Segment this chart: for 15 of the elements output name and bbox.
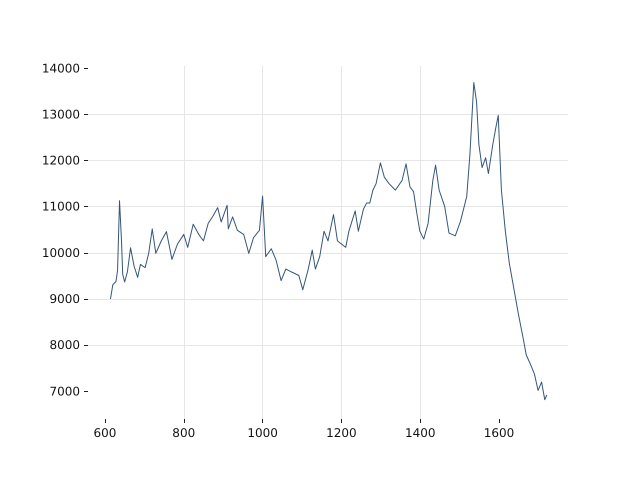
- x-tick-label: 600: [93, 426, 116, 440]
- y-tick-label: 13000: [42, 107, 80, 122]
- line-series: [110, 82, 548, 400]
- y-tick-label: 12000: [42, 154, 80, 168]
- y-tick-label: 14000: [42, 61, 80, 76]
- x-tick-label: 800: [172, 426, 196, 440]
- x-tick-label: 1200: [326, 426, 357, 440]
- y-tick-label: 11000: [42, 200, 80, 214]
- y-tick-label: 7000: [49, 384, 80, 398]
- y-tick-label: 9000: [49, 292, 80, 306]
- y-tick-label: 10000: [42, 246, 80, 260]
- x-tick-label: 1000: [247, 426, 278, 440]
- y-tick-label: 8000: [49, 338, 80, 352]
- x-tick-label: 1600: [484, 426, 514, 440]
- x-tick-label: 1400: [404, 426, 436, 440]
